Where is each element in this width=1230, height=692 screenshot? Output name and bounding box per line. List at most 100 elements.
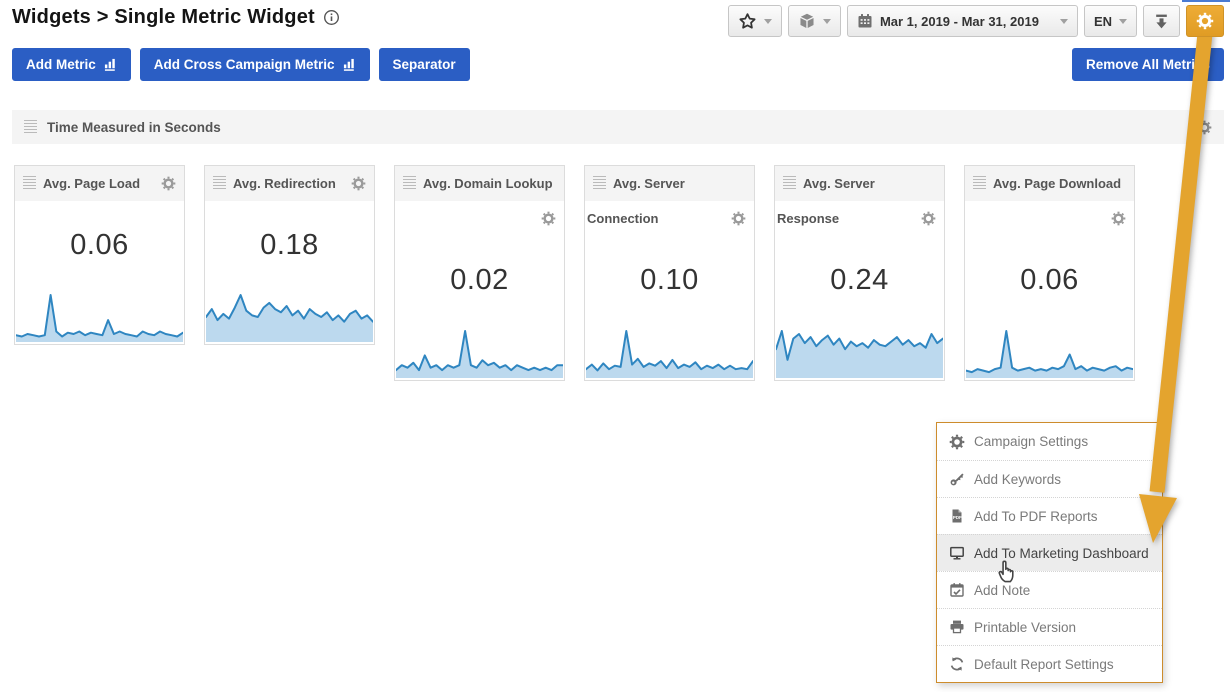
menu-item-label: Add To PDF Reports	[974, 508, 1098, 524]
metric-value: 0.06	[1020, 264, 1079, 296]
metric-card: Avg. Server Connection 0.10	[584, 165, 755, 381]
metric-value: 0.06	[70, 229, 129, 261]
metric-card-subrow	[965, 201, 1134, 235]
metric-card-title-line2: Connection	[587, 210, 659, 226]
top-toolbar: Mar 1, 2019 - Mar 31, 2019 EN	[727, 5, 1224, 37]
breadcrumb: Widgets > Single Metric Widget	[12, 6, 315, 28]
settings-button[interactable]	[1186, 5, 1224, 37]
drag-handle-icon[interactable]	[403, 176, 416, 191]
menu-item-label: Campaign Settings	[974, 434, 1089, 449]
top-edge-accent	[1182, 0, 1230, 2]
metric-card-title: Avg. Page Load	[43, 176, 141, 191]
drag-handle-icon[interactable]	[213, 176, 226, 191]
metric-card-subrow: Connection	[585, 201, 754, 235]
gear-icon[interactable]	[541, 211, 556, 226]
star-icon	[738, 12, 757, 31]
info-icon[interactable]	[323, 9, 340, 26]
sparkline-chart	[586, 330, 753, 378]
metric-group-title: Time Measured in Seconds	[47, 119, 221, 135]
monitor-icon	[949, 545, 965, 561]
add-cross-campaign-metric-label: Add Cross Campaign Metric	[153, 57, 335, 72]
metric-card-title: Avg. Domain Lookup	[423, 176, 553, 191]
metric-card-header[interactable]: Avg. Domain Lookup	[395, 166, 564, 201]
date-range-picker[interactable]: Mar 1, 2019 - Mar 31, 2019	[846, 5, 1078, 37]
key-icon	[949, 471, 965, 487]
gear-icon[interactable]	[1197, 120, 1212, 135]
metric-group-bar: Time Measured in Seconds	[12, 110, 1224, 144]
page-title: Widgets > Single Metric Widget	[12, 6, 340, 29]
date-range-label: Mar 1, 2019 - Mar 31, 2019	[879, 13, 1039, 29]
drag-handle-icon[interactable]	[593, 176, 606, 191]
drag-handle-icon[interactable]	[973, 176, 986, 191]
settings-dropdown-menu: Campaign Settings Add Keywords Add To PD…	[936, 422, 1163, 683]
download-icon	[1153, 13, 1170, 30]
language-selector[interactable]: EN	[1083, 5, 1137, 37]
gear-icon[interactable]	[1111, 211, 1126, 226]
metric-card: Avg. Redirection 0.18	[204, 165, 375, 345]
menu-item[interactable]: Campaign Settings	[937, 423, 1162, 460]
widgets-button[interactable]	[787, 5, 841, 37]
menu-item[interactable]: Printable Version	[937, 608, 1162, 645]
metric-card-subrow	[395, 201, 564, 235]
menu-item-label: Printable Version	[974, 619, 1077, 635]
separator-button[interactable]: Separator	[378, 48, 470, 81]
drag-handle-icon[interactable]	[783, 176, 796, 191]
menu-item-label: Add To Marketing Dashboard	[974, 545, 1149, 561]
metric-card-title: Avg. Page Download	[993, 176, 1122, 191]
metric-value: 0.02	[450, 264, 509, 296]
remove-all-metrics-button[interactable]: Remove All Metrics	[1071, 48, 1224, 81]
gear-icon	[949, 434, 965, 450]
metric-card-subrow: Response	[775, 201, 944, 235]
metric-value: 0.10	[640, 264, 699, 296]
caret-down-icon	[822, 18, 831, 28]
gear-icon[interactable]	[731, 211, 746, 226]
caret-down-icon	[1059, 18, 1068, 28]
metric-card-title: Avg. Server	[613, 176, 685, 191]
remove-all-metrics-label: Remove All Metrics	[1085, 57, 1210, 72]
refresh-icon	[949, 656, 965, 672]
favorites-button[interactable]	[727, 5, 782, 37]
sparkline-chart	[206, 294, 373, 342]
metric-card-header[interactable]: Avg. Page Download	[965, 166, 1134, 201]
menu-item[interactable]: Add Note	[937, 571, 1162, 608]
menu-item-label: Default Report Settings	[974, 656, 1114, 672]
metric-value: 0.24	[830, 264, 889, 296]
metric-card: Avg. Domain Lookup 0.02	[394, 165, 565, 381]
menu-item[interactable]: Add To Marketing Dashboard	[937, 534, 1162, 571]
metric-card: Avg. Page Download 0.06	[964, 165, 1135, 381]
sparkline-chart	[966, 330, 1133, 378]
menu-item[interactable]: Default Report Settings	[937, 645, 1162, 682]
add-cross-campaign-metric-button[interactable]: Add Cross Campaign Metric	[139, 48, 370, 81]
gear-icon[interactable]	[351, 176, 366, 191]
metric-card: Avg. Page Load 0.06	[14, 165, 185, 345]
menu-item-label: Add Note	[974, 582, 1031, 598]
metric-card-header[interactable]: Avg. Server	[775, 166, 944, 201]
download-button[interactable]	[1143, 5, 1180, 37]
drag-handle-icon[interactable]	[23, 176, 36, 191]
metric-card: Avg. Server Response 0.24	[774, 165, 945, 381]
menu-item[interactable]: Add Keywords	[937, 460, 1162, 497]
add-metric-button[interactable]: Add Metric	[12, 48, 131, 81]
metric-value: 0.18	[260, 229, 319, 261]
metric-card-header[interactable]: Avg. Server	[585, 166, 754, 201]
caret-down-icon	[1119, 18, 1127, 28]
separator-label: Separator	[392, 57, 456, 72]
metric-card-title-line2: Response	[777, 210, 840, 226]
menu-item-label: Add Keywords	[974, 471, 1062, 487]
bar-chart-icon	[343, 58, 356, 71]
calendar-icon	[857, 13, 873, 29]
gear-icon[interactable]	[161, 176, 176, 191]
language-label: EN	[1093, 13, 1112, 29]
cube-icon	[798, 12, 816, 30]
metric-card-header[interactable]: Avg. Page Load	[15, 166, 184, 201]
pdf-file-icon	[949, 508, 965, 524]
menu-item[interactable]: Add To PDF Reports	[937, 497, 1162, 534]
caret-down-icon	[763, 18, 772, 28]
drag-handle-icon[interactable]	[24, 119, 37, 135]
action-bar: Add Metric Add Cross Campaign Metric Sep…	[12, 48, 470, 81]
gear-icon[interactable]	[921, 211, 936, 226]
sparkline-chart	[396, 330, 563, 378]
add-metric-label: Add Metric	[26, 57, 96, 72]
metric-card-header[interactable]: Avg. Redirection	[205, 166, 374, 201]
sparkline-chart	[776, 330, 943, 378]
